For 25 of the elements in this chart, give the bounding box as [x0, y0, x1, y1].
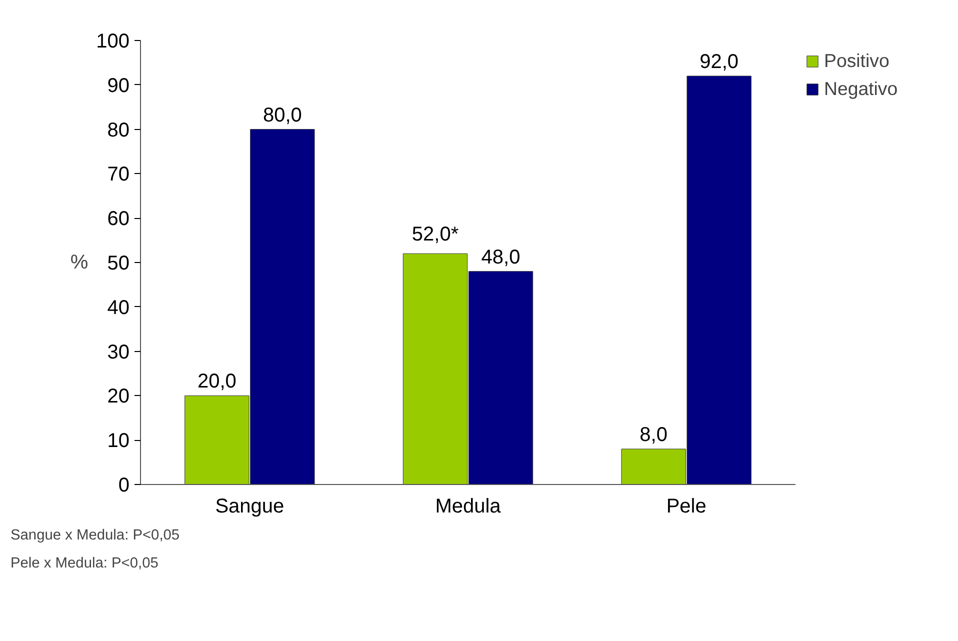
- y-tick-label: 10: [107, 430, 130, 452]
- y-tick-label: 50: [107, 252, 130, 274]
- y-tick-label: 60: [107, 208, 130, 230]
- y-tick-label: 0: [118, 474, 130, 496]
- data-label: 80,0: [262, 104, 302, 126]
- x-tick-label: Pele: [666, 496, 706, 518]
- y-tick-label: 40: [107, 296, 130, 319]
- y-tick-label: 80: [107, 119, 130, 142]
- text: Pele x Medula: P<0,05: [10, 556, 158, 572]
- data-label: 92,0: [700, 51, 739, 74]
- y-tick-label: 20: [107, 386, 130, 408]
- x-tick-label: Sangue: [215, 496, 284, 518]
- legend-label: Negativo: [824, 78, 898, 100]
- data-label: 8,0: [640, 424, 668, 446]
- data-label: 20,0: [197, 370, 236, 393]
- legend-label: Positivo: [824, 50, 890, 72]
- y-tick-label: 90: [107, 74, 130, 97]
- y-axis-title: %: [70, 252, 88, 274]
- text: Sangue x Medula: P<0,05: [10, 528, 180, 544]
- data-label: 48,0: [481, 246, 520, 268]
- data-label: 52,0*: [412, 224, 459, 246]
- y-tick-label: 30: [107, 341, 130, 364]
- y-tick-label: 100: [96, 30, 130, 52]
- y-tick-label: 70: [107, 164, 130, 186]
- x-tick-label: Medula: [435, 496, 502, 518]
